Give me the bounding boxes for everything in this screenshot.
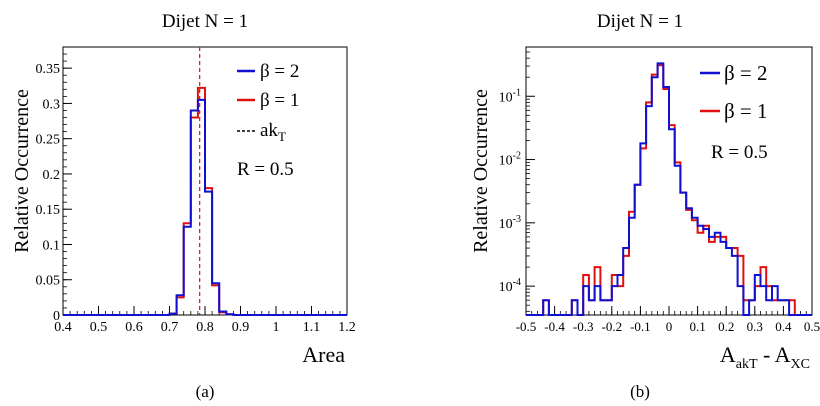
x-tick-label: 0.8 — [196, 320, 214, 335]
x-tick-label: -0.3 — [573, 319, 594, 334]
y-tick-label: 0.15 — [36, 203, 61, 218]
x-tick-label: 1.1 — [303, 320, 321, 335]
y-axis-label: Relative Occurrence — [11, 89, 33, 253]
y-tick-label: 0 — [53, 309, 60, 324]
x-tick-label: 0.1 — [689, 319, 705, 334]
x-tick-label: 0.2 — [718, 319, 734, 334]
y-tick-label: 10-2 — [499, 151, 521, 169]
y-tick-label: 0.05 — [36, 274, 61, 289]
series-beta2 — [63, 98, 347, 316]
x-tick-label: 0.4 — [775, 319, 792, 334]
x-axis-label: AakT - AXC — [720, 342, 810, 372]
chart-area-difference: Dijet N = 1 -0.5 -0.4 -0.3 -0.2 -0.1 0 0.1 0.2 0… — [470, 11, 820, 401]
y-axis-label: Relative Occurrence — [470, 89, 492, 253]
plot-area: 0.4 0.5 0.6 0.7 0.8 0.9 1 1.1 1.2 0 0.05 0.1 0.15 0.2… — [36, 46, 356, 335]
x-tick-label: 0 — [666, 319, 673, 334]
x-tick-label: 0.7 — [161, 320, 179, 335]
legend: β = 2 β = 1 R = 0.5 — [700, 61, 768, 163]
chart-area-distribution: Dijet N = 1 0.4 0.5 0.6 0.7 0.8 0.9 1 1.1 1.200.… — [11, 11, 356, 401]
chart-title: Dijet N = 1 — [162, 11, 248, 32]
x-tick-label: 0.5 — [90, 320, 108, 335]
caption-b: (b) — [630, 382, 650, 401]
y-tick-label: 0.25 — [36, 133, 61, 148]
x-tick-label: 0.4 — [54, 320, 72, 335]
plot-area: -0.5 -0.4 -0.3 -0.2 -0.1 0 0.1 0.2 0.3 0.4 0.5 10-4… — [499, 46, 820, 334]
legend-label-beta2: β = 2 — [260, 61, 299, 82]
chart-title: Dijet N = 1 — [597, 11, 683, 32]
x-tick-label: -0.5 — [516, 319, 537, 334]
x-tick-label: 0.9 — [232, 320, 250, 335]
legend-label-beta1: β = 1 — [724, 99, 768, 123]
y-tick-label: 0.1 — [43, 238, 61, 253]
y-tick-label: 0.2 — [43, 168, 61, 183]
x-tick-label: -0.4 — [544, 319, 565, 334]
y-tick-label: 10-1 — [499, 87, 521, 105]
x-tick-label: 1 — [273, 320, 280, 335]
legend-label-beta1: β = 1 — [260, 90, 299, 111]
y-tick-label: 0.35 — [36, 62, 61, 77]
x-tick-label: 1.2 — [338, 320, 356, 335]
legend-label-akt: akT — [260, 120, 286, 144]
legend-label-beta2: β = 2 — [724, 61, 768, 85]
x-axis-label: Area — [302, 342, 345, 367]
legend-note-radius: R = 0.5 — [711, 142, 768, 163]
caption-a: (a) — [196, 382, 215, 401]
y-tick-label: 0.3 — [43, 97, 61, 112]
x-tick-label: -0.2 — [602, 319, 623, 334]
y-tick-label: 10-4 — [499, 277, 521, 295]
x-tick-label: -0.1 — [630, 319, 651, 334]
legend: β = 2 β = 1 akT R = 0.5 — [237, 61, 299, 180]
x-tick-label: 0.3 — [747, 319, 763, 334]
x-tick-label: 0.6 — [125, 320, 143, 335]
y-tick-label: 10-3 — [499, 214, 521, 232]
series-beta2 — [526, 62, 812, 316]
legend-note-radius: R = 0.5 — [237, 159, 294, 180]
x-tick-label: 0.5 — [804, 319, 820, 334]
